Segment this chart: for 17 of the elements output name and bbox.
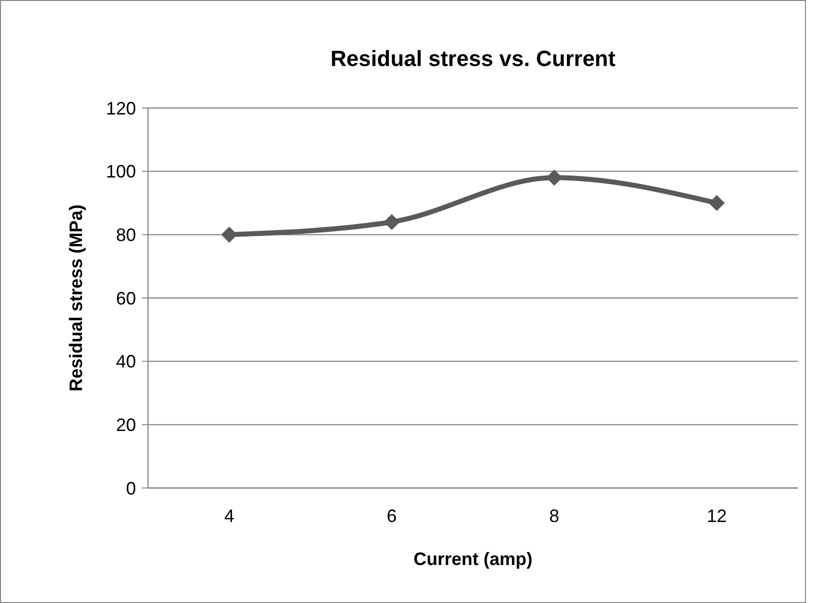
y-tick-label: 0	[126, 478, 136, 498]
x-tick-label: 8	[549, 506, 560, 526]
y-tick-label: 120	[106, 98, 136, 118]
point	[221, 226, 238, 243]
point	[708, 194, 725, 212]
y-tick-label: 20	[116, 414, 136, 435]
y-tick-label: 60	[116, 288, 136, 308]
point	[384, 214, 400, 230]
y-tick-label: 100	[106, 162, 136, 182]
chart-title: Residual stress vs. Current	[330, 46, 616, 71]
y-tick-label: 40	[116, 352, 136, 372]
x-tick-label: 4	[224, 506, 234, 526]
x-tick-label: 12	[706, 506, 727, 526]
x-axis-title: Current (amp)	[413, 549, 533, 569]
y-axis-title: Residual stress (MPa)	[66, 204, 86, 392]
y-tick-label: 80	[116, 224, 136, 245]
x-tick-label: 6	[386, 506, 397, 526]
